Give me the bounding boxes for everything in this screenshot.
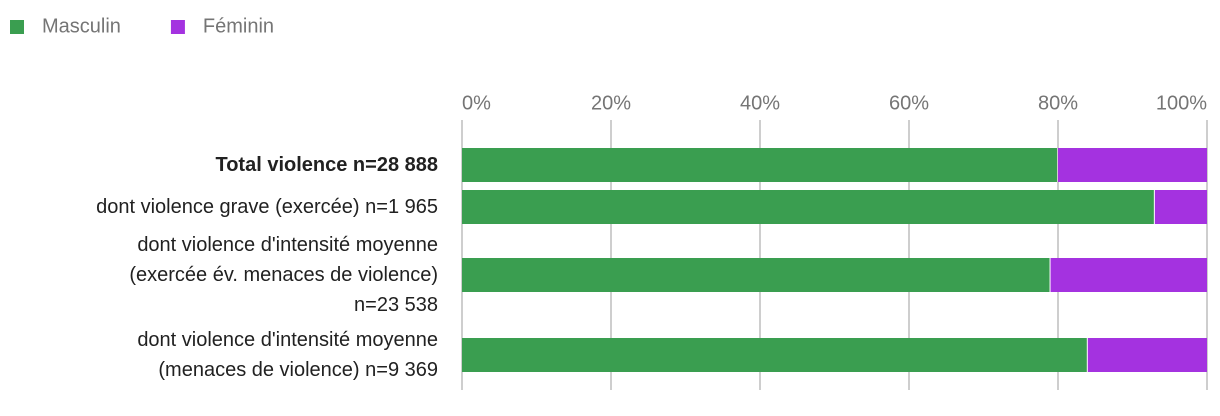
category-label: Total violence n=28 888 [215,154,438,176]
bar-segment [462,190,1154,224]
category-label: dont violence d'intensité moyenne (exerc… [129,234,438,316]
x-tick-label: 20% [591,92,631,114]
legend-swatch [170,20,185,34]
x-tick-label: 40% [740,92,780,114]
bar-segment [1050,258,1207,292]
legend-label: Masculin [42,15,121,37]
x-tick-label: 80% [1038,92,1078,114]
bar-segment [1058,148,1207,182]
x-tick-label: 100% [1156,92,1207,114]
legend-label: Féminin [203,15,274,37]
category-label: dont violence grave (exercée) n=1 965 [96,196,438,218]
x-tick-label: 60% [889,92,929,114]
bar-segment [1087,338,1207,372]
category-label: dont violence d'intensité moyenne (menac… [137,329,438,381]
bar-segment [462,338,1087,372]
bar-segment [462,148,1057,182]
legend-swatch [10,20,24,34]
bar-segment [1154,190,1207,224]
bar-segment [462,258,1050,292]
x-tick-label: 0% [462,92,491,114]
